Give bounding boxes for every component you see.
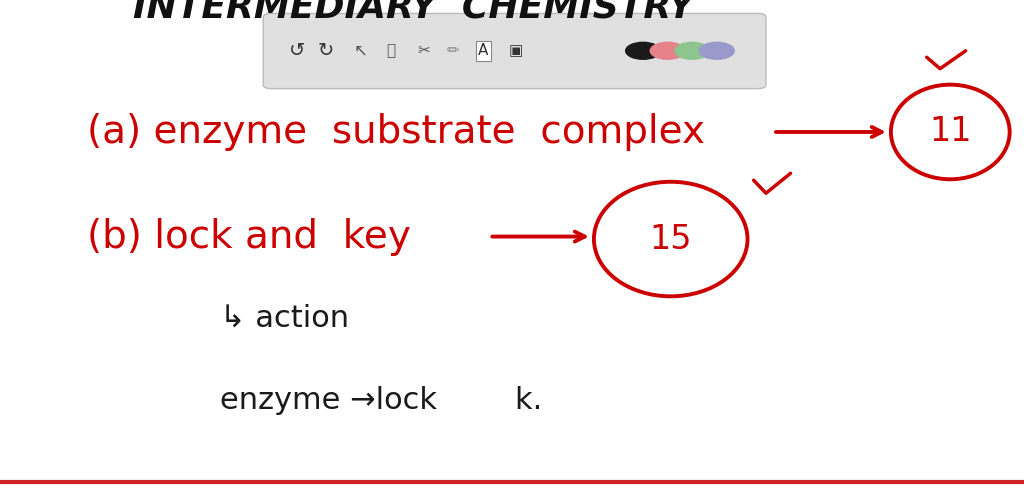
Text: ✏: ✏ bbox=[446, 43, 459, 58]
Text: 11: 11 bbox=[929, 116, 972, 148]
Text: (b) lock and  key: (b) lock and key bbox=[87, 218, 411, 255]
Circle shape bbox=[675, 42, 710, 59]
Text: (a) enzyme  substrate  complex: (a) enzyme substrate complex bbox=[87, 113, 706, 151]
Circle shape bbox=[699, 42, 734, 59]
Circle shape bbox=[650, 42, 685, 59]
Text: A: A bbox=[478, 43, 488, 58]
Text: ↺: ↺ bbox=[289, 41, 305, 60]
Text: 15: 15 bbox=[649, 223, 692, 255]
Text: ⬧: ⬧ bbox=[387, 43, 395, 58]
Text: ↖: ↖ bbox=[353, 42, 368, 60]
Text: enzyme →lock        k.: enzyme →lock k. bbox=[220, 386, 543, 415]
Circle shape bbox=[626, 42, 660, 59]
Text: ↳ action: ↳ action bbox=[220, 303, 349, 332]
Text: INTERMEDIARY  CHEMISTRY: INTERMEDIARY CHEMISTRY bbox=[133, 0, 694, 24]
FancyBboxPatch shape bbox=[263, 13, 766, 89]
Text: ↻: ↻ bbox=[317, 41, 334, 60]
Text: ▣: ▣ bbox=[509, 43, 523, 58]
Text: ✂: ✂ bbox=[418, 43, 430, 58]
